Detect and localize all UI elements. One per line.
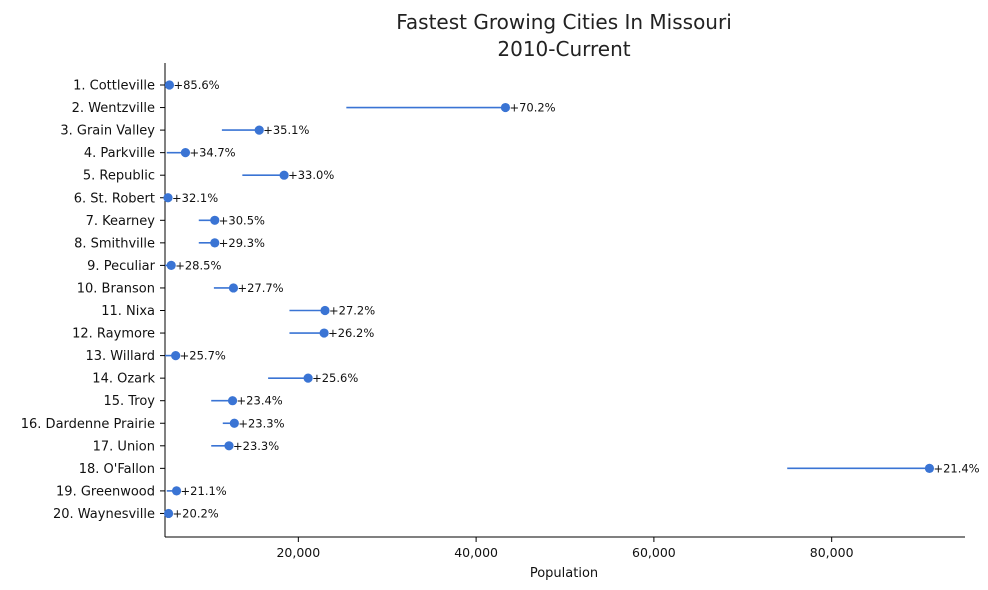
x-tick-label: 80,000 bbox=[810, 545, 854, 560]
data-point bbox=[163, 508, 174, 519]
growth-label: +33.0% bbox=[288, 168, 334, 182]
growth-label: +23.3% bbox=[233, 439, 279, 453]
growth-label: +25.6% bbox=[312, 371, 358, 385]
category-label: 15. Troy bbox=[103, 394, 155, 409]
data-point bbox=[320, 305, 330, 316]
growth-label: +21.1% bbox=[181, 484, 227, 498]
category-label: 11. Nixa bbox=[101, 304, 155, 319]
category-label: 4. Parkville bbox=[84, 146, 155, 161]
data-point bbox=[164, 80, 175, 90]
growth-label: +25.7% bbox=[180, 349, 226, 363]
category-label: 14. Ozark bbox=[92, 372, 155, 387]
x-tick-label: 60,000 bbox=[632, 545, 676, 560]
data-point bbox=[228, 283, 239, 293]
data-point bbox=[279, 170, 289, 180]
category-label: 1. Cottleville bbox=[73, 79, 155, 94]
growth-label: +23.3% bbox=[238, 416, 284, 430]
data-point bbox=[171, 486, 182, 496]
category-label: 8. Smithville bbox=[74, 236, 155, 251]
growth-label: +85.6% bbox=[173, 78, 219, 92]
growth-label: +20.2% bbox=[173, 506, 219, 520]
data-point bbox=[254, 125, 264, 135]
growth-label: +26.2% bbox=[328, 326, 374, 340]
growth-label: +21.4% bbox=[933, 461, 979, 475]
category-label: 3. Grain Valley bbox=[60, 124, 155, 139]
category-label: 16. Dardenne Prairie bbox=[21, 417, 155, 432]
data-point bbox=[319, 328, 329, 338]
data-point bbox=[500, 102, 511, 113]
category-label: 12. Raymore bbox=[72, 327, 155, 342]
growth-label: +23.4% bbox=[237, 394, 283, 408]
chart-title: Fastest Growing Cities In Missouri bbox=[396, 10, 732, 34]
category-label: 5. Republic bbox=[83, 169, 155, 184]
growth-label: +35.1% bbox=[263, 123, 309, 137]
data-point bbox=[924, 463, 935, 473]
growth-label: +28.5% bbox=[175, 258, 221, 272]
data-point bbox=[303, 373, 313, 383]
x-tick-label: 40,000 bbox=[454, 545, 498, 560]
category-label: 9. Peculiar bbox=[87, 259, 155, 274]
data-point bbox=[166, 260, 176, 270]
category-label: 19. Greenwood bbox=[56, 484, 155, 499]
category-label: 18. O'Fallon bbox=[79, 462, 155, 477]
category-label: 10. Branson bbox=[77, 281, 155, 296]
data-point bbox=[227, 396, 238, 406]
category-label: 20. Waynesville bbox=[53, 507, 155, 522]
category-label: 2. Wentzville bbox=[72, 101, 155, 116]
category-label: 7. Kearney bbox=[86, 214, 156, 229]
growth-label: +30.5% bbox=[219, 213, 265, 227]
growth-label: +34.7% bbox=[189, 146, 235, 160]
category-label: 17. Union bbox=[93, 439, 155, 454]
growth-label: +70.2% bbox=[509, 101, 555, 115]
growth-label: +27.2% bbox=[329, 304, 375, 318]
growth-label: +29.3% bbox=[219, 236, 265, 250]
data-point bbox=[163, 193, 173, 203]
x-axis-label: Population bbox=[530, 566, 598, 581]
x-tick-label: 20,000 bbox=[276, 545, 320, 560]
data-point bbox=[210, 215, 220, 225]
growth-label: +32.1% bbox=[172, 191, 218, 205]
category-label: 6. St. Robert bbox=[74, 191, 155, 206]
growth-label: +27.7% bbox=[237, 281, 283, 295]
data-point bbox=[224, 441, 234, 451]
chart-subtitle: 2010-Current bbox=[497, 37, 630, 61]
data-point bbox=[229, 418, 239, 428]
data-point bbox=[180, 148, 191, 158]
data-point bbox=[171, 351, 181, 361]
category-label: 13. Willard bbox=[85, 349, 155, 364]
data-point bbox=[210, 238, 220, 248]
